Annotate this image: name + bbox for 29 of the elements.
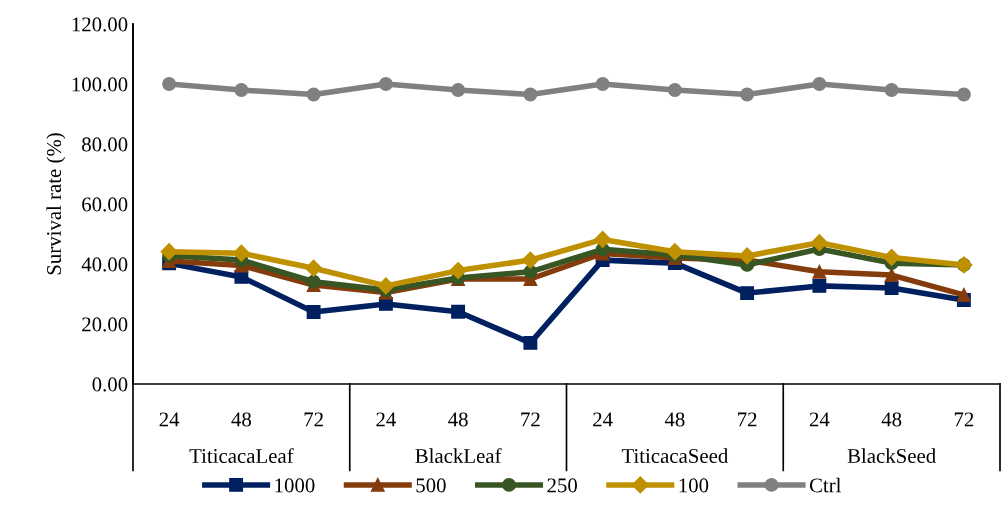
y-tick-label: 60.00 bbox=[82, 197, 128, 212]
text: TiticacaLeaf bbox=[189, 448, 294, 464]
x-tick-label: 72 bbox=[521, 412, 540, 427]
x-tick-label: 24 bbox=[593, 412, 613, 427]
y-axis-title: Survival rate (%) bbox=[46, 133, 66, 275]
legend-label: 1000 bbox=[275, 478, 315, 493]
x-tick-label: 48 bbox=[231, 412, 251, 427]
y-tick-label: 20.00 bbox=[82, 317, 128, 332]
x-tick-label: 48 bbox=[664, 412, 685, 427]
x-tick-label: 72 bbox=[954, 412, 974, 427]
x-tick-label: 72 bbox=[738, 412, 757, 427]
legend-label: 250 bbox=[547, 478, 577, 493]
text: BlackLeaf bbox=[415, 448, 502, 464]
y-tick-label: 120.00 bbox=[72, 17, 128, 32]
x-tick-label: 72 bbox=[304, 412, 323, 427]
y-tick-label: 100.00 bbox=[72, 77, 128, 92]
y-tick-label: 40.00 bbox=[81, 257, 128, 272]
x-tick-label: 48 bbox=[448, 412, 468, 427]
x-tick-label: 24 bbox=[159, 412, 180, 427]
legend-label: Ctrl bbox=[809, 477, 842, 493]
x-tick-label: 24 bbox=[809, 412, 830, 427]
y-tick-label: 80.00 bbox=[82, 137, 128, 152]
legend-label: 500 bbox=[416, 478, 446, 493]
text: TiticacaSeed bbox=[621, 448, 729, 464]
text: BlackSeed bbox=[847, 448, 936, 464]
legend-label: 100 bbox=[679, 478, 709, 493]
x-tick-label: 48 bbox=[881, 412, 902, 427]
y-tick-label: 0.00 bbox=[92, 377, 128, 392]
x-tick-label: 24 bbox=[376, 412, 396, 427]
